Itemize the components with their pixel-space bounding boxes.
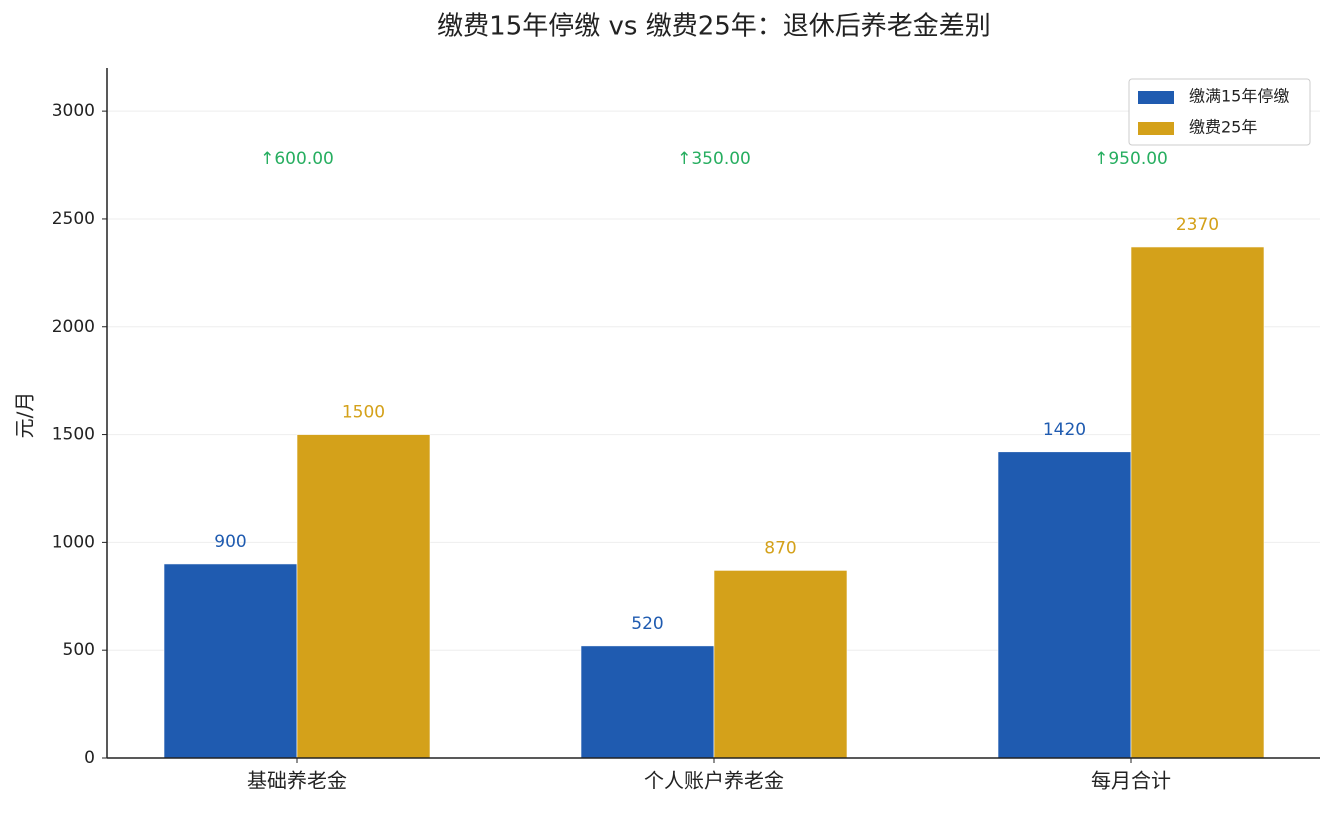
legend-label: 缴满15年停缴	[1189, 87, 1289, 106]
legend-swatch	[1138, 91, 1174, 104]
annotation: ↑600.00	[260, 149, 334, 169]
y-tick-label: 3000	[52, 101, 95, 121]
bar	[296, 434, 431, 759]
x-tick-label: 每月合计	[1091, 769, 1171, 793]
annotation: ↑350.00	[677, 149, 751, 169]
y-tick-label: 2000	[52, 317, 95, 337]
bar	[1130, 246, 1265, 759]
bar	[163, 563, 298, 759]
value-label: 2370	[1176, 215, 1219, 235]
value-label: 900	[214, 532, 246, 552]
bar	[997, 451, 1132, 759]
x-tick-label: 个人账户养老金	[644, 769, 784, 793]
y-tick-label: 500	[63, 640, 95, 660]
y-axis-label: 元/月	[13, 392, 37, 439]
y-tick-label: 1500	[52, 425, 95, 445]
legend-box	[1128, 78, 1311, 146]
y-tick-label: 2500	[52, 209, 95, 229]
legend-swatch	[1138, 122, 1174, 135]
x-tick-label: 基础养老金	[247, 769, 347, 793]
bar	[713, 570, 848, 759]
legend-label: 缴费25年	[1189, 118, 1257, 137]
annotation: ↑950.00	[1094, 149, 1168, 169]
value-label: 520	[631, 614, 663, 634]
bar	[580, 645, 715, 759]
y-tick-label: 0	[84, 748, 95, 768]
value-label: 1420	[1043, 420, 1086, 440]
value-label: 870	[764, 538, 796, 558]
chart-title: 缴费15年停缴 vs 缴费25年：退休后养老金差别	[437, 12, 991, 42]
value-label: 1500	[342, 403, 385, 423]
y-tick-label: 1000	[52, 532, 95, 552]
